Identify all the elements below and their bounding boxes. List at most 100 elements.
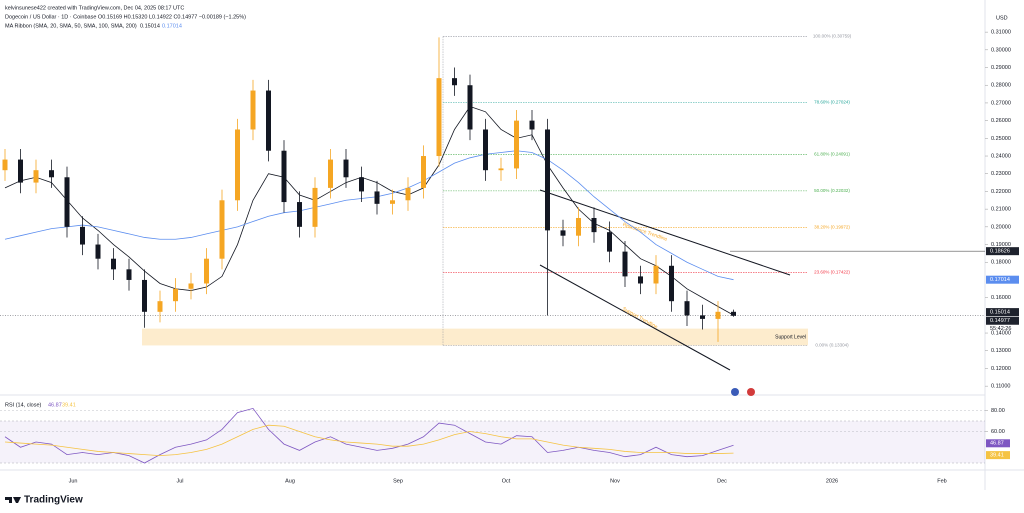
candle-body (390, 200, 395, 204)
fib-label: 78.60% (0.27024) (814, 100, 850, 105)
candle-body (436, 78, 442, 157)
y-tick-label: 0.31000 (991, 30, 1011, 36)
y-tick-label: 0.11000 (991, 384, 1010, 390)
y-tick-label: 0.13000 (991, 348, 1011, 354)
y-tick-label: 0.28000 (991, 83, 1011, 89)
price-tag-label: 0.17014 (990, 277, 1010, 283)
price-tag-label: 0.14977 (990, 318, 1010, 324)
candle-body (684, 301, 690, 316)
trendline (539, 264, 731, 371)
y-tick-label: 0.29000 (991, 65, 1011, 71)
price-tag (986, 275, 1019, 284)
candle-body (235, 129, 240, 201)
rsi-line (4, 407, 734, 464)
price-tag (986, 247, 1019, 256)
y-tick-label: 0.18000 (991, 260, 1011, 266)
fib-label: 38.20% (0.19972) (814, 225, 850, 230)
candle-body (452, 78, 457, 86)
y-tick-label: 60.00 (991, 429, 1005, 435)
logo (5, 497, 21, 503)
event-icon (747, 388, 755, 396)
trendline (539, 189, 791, 276)
candle-body (33, 170, 39, 183)
x-tick-label: Jul (176, 478, 183, 484)
y-tick-label: 0.14000 (991, 330, 1011, 336)
candle-body (731, 311, 736, 316)
fib-label: 100.00% (0.30759) (813, 34, 852, 39)
brand: TradingView (24, 495, 83, 506)
author-line: kelvinsunese422 created with TradingView… (5, 5, 184, 11)
y-tick-label: 0.16000 (991, 295, 1011, 301)
x-tick-label: Dec (717, 478, 727, 484)
candle-body (622, 251, 628, 277)
candle-body (576, 217, 581, 236)
y-tick-label: 0.26000 (991, 118, 1011, 124)
candle-body (483, 129, 488, 171)
fib-label: 61.80% (0.24091) (814, 152, 850, 157)
y-tick-label: 0.22000 (991, 189, 1011, 195)
candle-body (250, 90, 256, 130)
x-tick-label: 2026 (826, 478, 838, 484)
candle-body (560, 230, 566, 236)
candle-body (328, 159, 333, 188)
ma-value: 0.15014 (140, 23, 160, 29)
candle-body (111, 258, 116, 270)
candle-body (591, 217, 597, 233)
y-tick-label: 0.24000 (991, 153, 1011, 159)
candle-body (64, 177, 70, 227)
candle-body (126, 269, 132, 280)
symbol-line: Dogecoin / US Dollar · 1D · Coinbase O0.… (5, 14, 246, 20)
rsi-title: RSI (14, close) (5, 402, 42, 408)
candle-body (142, 279, 147, 312)
rsi-tag (986, 451, 1010, 460)
y-tick-label: 0.23000 (991, 171, 1011, 177)
candle-body (80, 226, 85, 245)
rsi-line (4, 424, 734, 457)
y-tick-label: 0.19000 (991, 242, 1011, 248)
candle-body (545, 129, 550, 231)
y-tick-label: 0.27000 (991, 100, 1011, 106)
candle-body (219, 200, 225, 259)
zone-label: Support Level (775, 334, 806, 340)
candle-body (95, 244, 101, 259)
currency: USD (996, 15, 1008, 21)
candle-body (343, 159, 349, 178)
support-zone (142, 328, 808, 346)
y-tick-label: 0.30000 (991, 47, 1011, 53)
rsi-tag (986, 439, 1010, 448)
candle-body (281, 150, 287, 203)
event-icon (731, 388, 739, 396)
x-tick-label: Nov (610, 478, 620, 484)
candle-body (715, 311, 721, 319)
x-tick-label: Oct (502, 478, 511, 484)
rsi-tag-label: 39.41 (990, 453, 1004, 459)
y-tick-label: 0.21000 (991, 207, 1011, 213)
candle-body (374, 191, 380, 204)
candle-body (467, 85, 473, 130)
candle-body (312, 187, 318, 227)
y-tick-label: 0.20000 (991, 224, 1011, 230)
x-tick-label: Aug (285, 478, 295, 484)
candle-body (653, 265, 659, 284)
fib-label: 0.00% (0.13304) (815, 343, 849, 348)
price-tag-label: 0.18626 (990, 249, 1010, 255)
rsi-value: 39.41 (62, 402, 76, 408)
candle-body (514, 120, 519, 169)
y-tick-label: 0.12000 (991, 366, 1011, 372)
candle-body (529, 120, 535, 130)
candle-body (421, 156, 426, 188)
countdown: 55:42:26 (990, 326, 1011, 332)
candle-body (204, 258, 209, 284)
rsi-band (0, 421, 985, 463)
rsi-tag-label: 46.87 (990, 441, 1004, 447)
fib-label: 23.60% (0.17422) (814, 270, 850, 275)
price-tag-label: 0.15014 (990, 310, 1010, 316)
price-tag (986, 308, 1019, 317)
y-tick-label: 80.00 (991, 408, 1005, 414)
candle-body (607, 232, 612, 252)
rsi-value: 46.87 (48, 402, 62, 408)
x-tick-label: Sep (393, 478, 403, 484)
price-tag (986, 316, 1019, 325)
